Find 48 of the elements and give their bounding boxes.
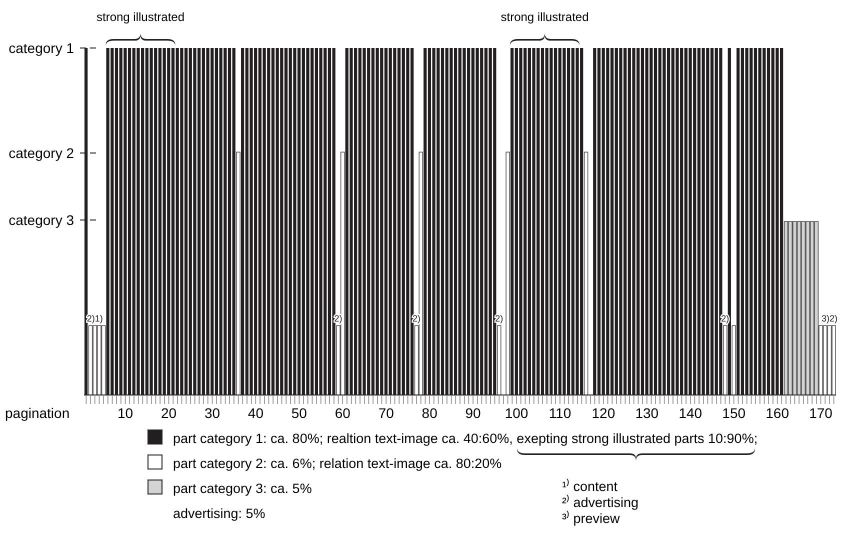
annotation: 3)2) (821, 314, 838, 324)
bar (584, 152, 588, 396)
x-tick-label: 30 (204, 405, 220, 421)
x-tick-label: 160 (766, 405, 790, 421)
text: advertising: 5% (173, 506, 266, 521)
text: category 1 (8, 40, 74, 56)
text: strong illustrated (96, 10, 185, 24)
bar (506, 152, 510, 396)
text: ²⁾ advertising (562, 494, 639, 510)
x-tick-label: 10 (118, 405, 134, 421)
bar (832, 325, 836, 396)
text: strong illustrated (500, 10, 589, 24)
x-tick-label: 20 (160, 405, 177, 421)
x-tick-label: 90 (465, 405, 482, 421)
x-tick-label: 140 (678, 405, 702, 421)
legend-label: part category 3: ca. 5% (173, 481, 312, 496)
x-tick-label: 130 (635, 405, 659, 421)
x-tick-label: 80 (422, 405, 438, 421)
legend-label: part category 2: ca. 6%; relation text-image ca. 80:20% (173, 456, 502, 471)
x-tick-label: 170 (809, 405, 833, 421)
bar (801, 221, 806, 396)
text: ¹⁾ content (562, 478, 618, 494)
x-tick-label: 100 (504, 405, 528, 421)
text: category 2 (8, 145, 74, 161)
legend-label: part category 1: ca. 80%; realtion text-image ca. 40:60%, exepting strong illustrated parts 10:90%; (173, 431, 758, 446)
bar (810, 221, 814, 396)
x-tick-label: 70 (378, 405, 394, 421)
bar (497, 325, 502, 396)
bar (806, 221, 810, 396)
bar (827, 325, 832, 396)
x-axis-title: pagination (5, 405, 70, 421)
x-tick-label: 150 (722, 405, 746, 421)
text: category 3 (8, 212, 74, 228)
x-tick-label: 110 (548, 405, 572, 421)
bar (418, 152, 423, 396)
bar (814, 221, 819, 396)
bar (796, 221, 802, 396)
text: ³⁾ preview (562, 510, 620, 526)
bar (732, 325, 736, 396)
bar (101, 325, 106, 396)
bar (88, 325, 93, 396)
bar (723, 325, 728, 396)
x-tick-label: 50 (291, 405, 308, 421)
bar (784, 221, 788, 396)
x-tick-label: 40 (248, 405, 264, 421)
x-tick-label: 60 (334, 405, 351, 421)
bar (236, 152, 240, 396)
x-tick-label: 120 (592, 405, 616, 421)
